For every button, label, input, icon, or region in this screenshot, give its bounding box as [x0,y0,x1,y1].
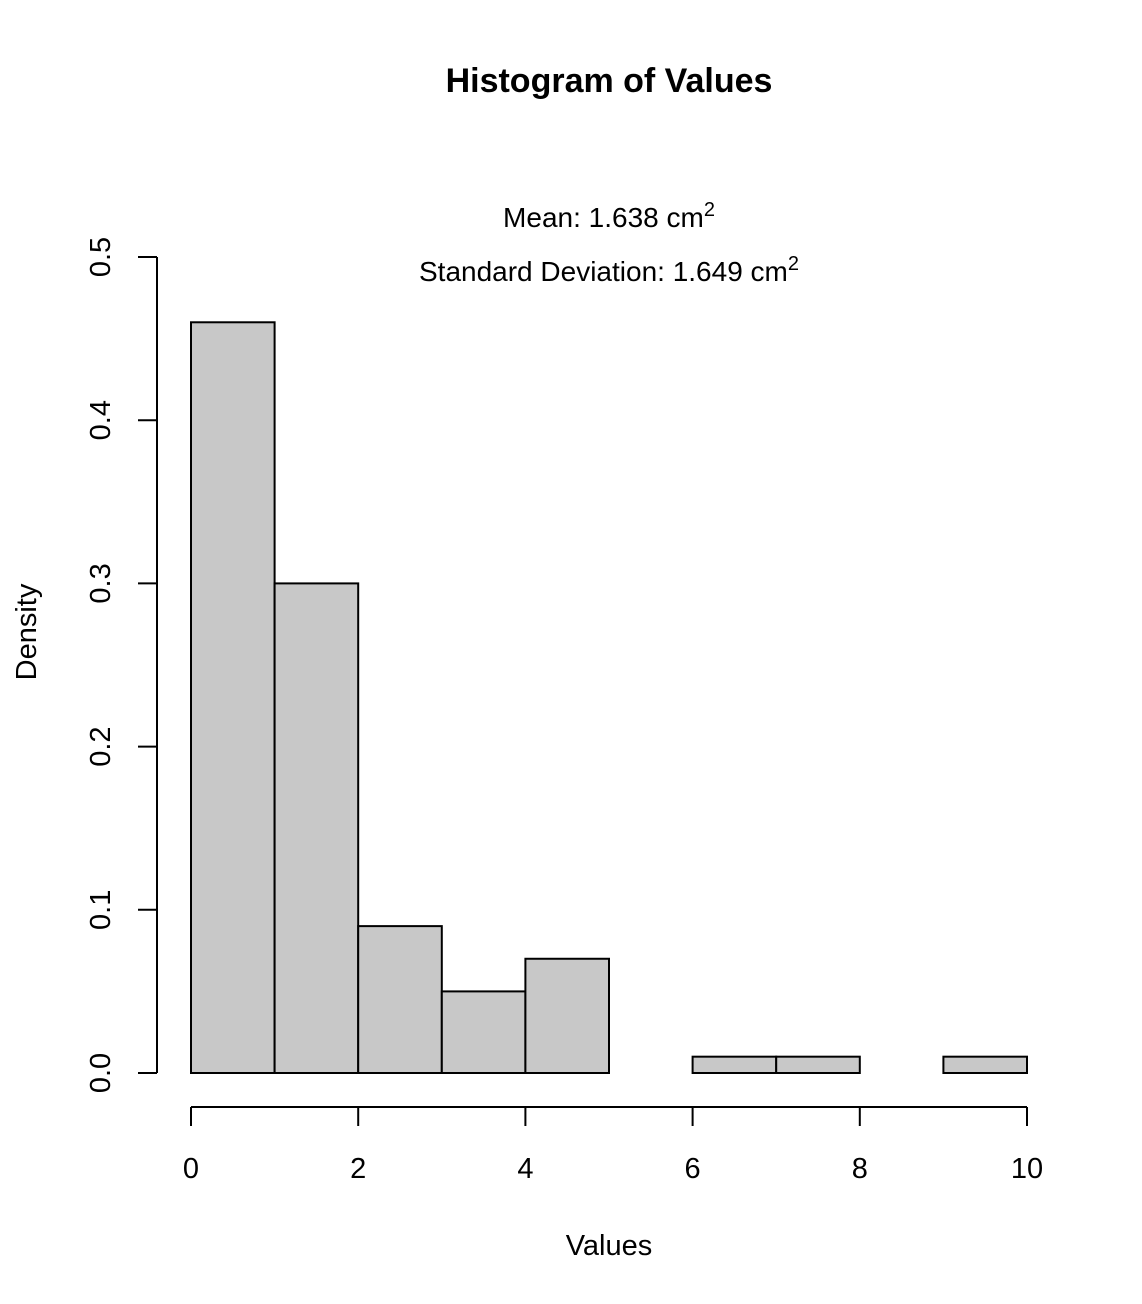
mean-annotation: Mean: 1.638 cm2 [503,199,715,233]
mean-superscript: 2 [704,199,715,221]
histogram-bar-9 [942,1055,1029,1075]
y-tick-label-0: 0.0 [85,1053,117,1093]
histogram-bar-7 [775,1055,861,1075]
x-tick-label-1: 2 [350,1153,366,1185]
histogram-bar-1 [273,582,360,1075]
sd-text: Standard Deviation: 1.649 cm [419,256,788,287]
y-tick-label-1: 0.1 [85,890,117,930]
bars-group [190,321,1029,1075]
chart-title: Histogram of Values [446,62,773,100]
x-tick-label-3: 6 [685,1153,701,1185]
x-tick-label-4: 8 [852,1153,868,1185]
histogram-bar-2 [357,925,443,1074]
y-tick-label-2: 0.2 [85,726,117,766]
y-tick-label-4: 0.4 [85,400,117,440]
x-tick-label-5: 10 [1011,1153,1043,1185]
sd-annotation: Standard Deviation: 1.649 cm2 [419,253,799,287]
x-axis: 0 2 4 6 8 10 [183,1106,1043,1185]
x-tick-label-2: 4 [517,1153,533,1185]
histogram-bar-3 [440,990,527,1075]
y-tick-label-5: 0.5 [85,237,117,277]
y-axis-label: Density [11,583,43,680]
y-axis: 0.0 0.1 0.2 0.3 0.4 0.5 [85,237,158,1093]
histogram-bar-0 [190,321,276,1074]
sd-superscript: 2 [788,253,799,275]
histogram-bar-4 [524,957,611,1075]
y-tick-label-3: 0.3 [85,563,117,603]
x-axis-label: Values [566,1230,653,1262]
x-tick-label-0: 0 [183,1153,199,1185]
histogram-bar-6 [691,1055,778,1075]
mean-text: Mean: 1.638 cm [503,202,704,233]
